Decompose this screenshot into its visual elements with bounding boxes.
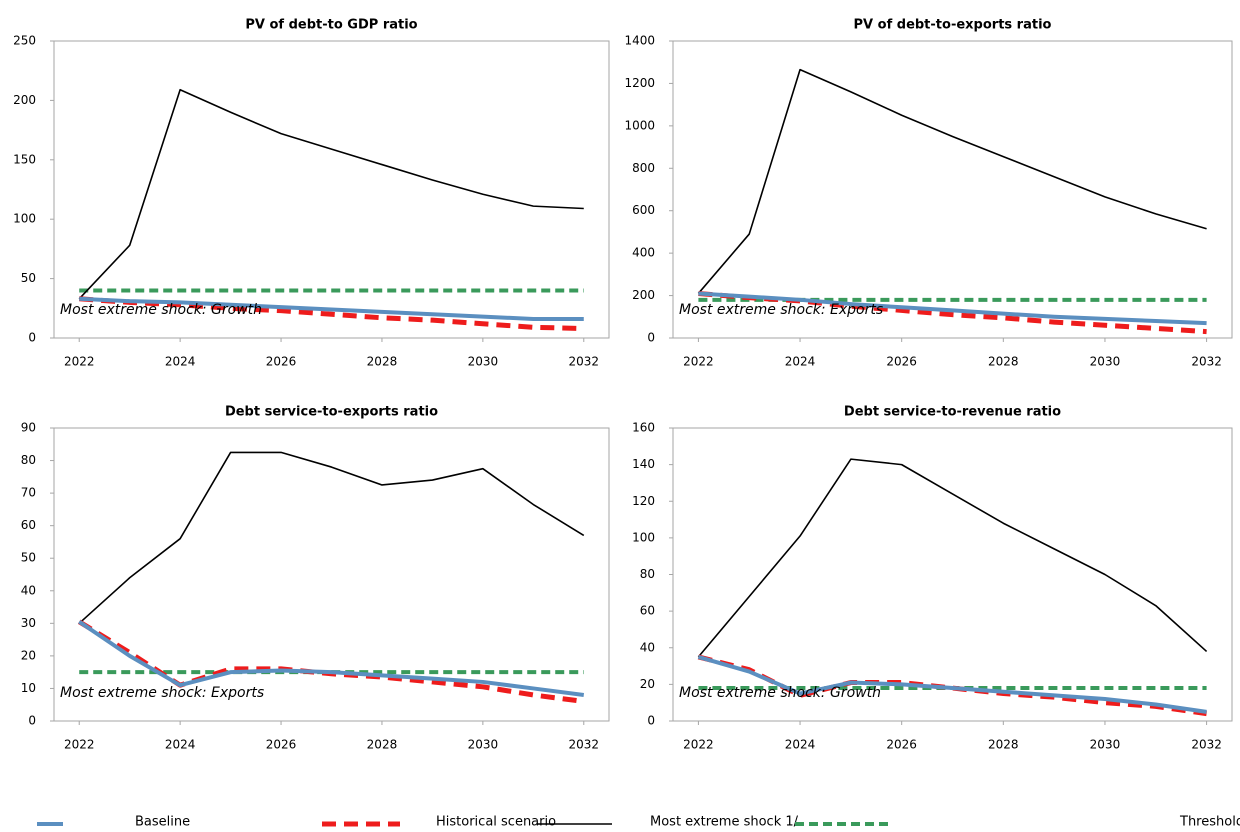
x-tick-label: 2030 (1090, 738, 1121, 752)
series-line (78, 88, 584, 300)
chart-title: Debt service-to-revenue ratio (844, 405, 1061, 420)
legend-label: Most extreme shock 1/ (650, 815, 799, 830)
y-tick-label: 30 (21, 616, 36, 630)
chart-title: Debt service-to-exports ratio (225, 405, 438, 420)
x-tick-label: 2026 (886, 355, 917, 369)
y-tick-label: 0 (647, 331, 655, 345)
y-tick-label: 90 (21, 421, 36, 435)
chart-title: PV of debt-to-exports ratio (854, 18, 1052, 33)
y-tick-label: 200 (13, 93, 36, 107)
series-line (697, 654, 1207, 714)
legend-label: Historical scenario (436, 815, 556, 830)
x-tick-label: 2022 (683, 738, 714, 752)
y-tick-label: 160 (632, 421, 655, 435)
x-tick-label: 2026 (266, 355, 297, 369)
y-tick-label: 140 (632, 457, 655, 471)
y-tick-label: 0 (28, 714, 36, 728)
x-tick-label: 2028 (988, 355, 1019, 369)
y-tick-label: 70 (21, 486, 36, 500)
y-tick-label: 80 (640, 567, 655, 581)
annotation: Most extreme shock: Exports (60, 685, 264, 701)
y-tick-label: 600 (632, 203, 655, 217)
plot-frame (53, 40, 610, 339)
annotation: Most extreme shock: Exports (679, 302, 883, 318)
x-tick-label: 2030 (468, 738, 499, 752)
x-tick-label: 2024 (165, 738, 196, 752)
x-tick-label: 2030 (468, 355, 499, 369)
y-tick-label: 0 (647, 714, 655, 728)
y-tick-label: 100 (632, 530, 655, 544)
series-line (78, 620, 585, 697)
x-tick-label: 2024 (785, 355, 816, 369)
series-line (697, 458, 1208, 658)
y-tick-label: 10 (21, 681, 36, 695)
x-tick-label: 2028 (367, 738, 398, 752)
y-tick-label: 1200 (624, 76, 655, 90)
chart-title: PV of debt-to GDP ratio (245, 18, 417, 33)
y-tick-label: 40 (640, 640, 655, 654)
x-tick-label: 2026 (886, 738, 917, 752)
y-tick-label: 60 (640, 604, 655, 618)
x-tick-label: 2022 (683, 355, 714, 369)
y-tick-label: 60 (21, 518, 36, 532)
plot-frame (672, 427, 1233, 722)
y-tick-label: 50 (21, 271, 36, 285)
y-tick-label: 250 (13, 34, 36, 48)
y-tick-label: 400 (632, 246, 655, 260)
y-tick-label: 20 (21, 648, 36, 662)
x-tick-label: 2028 (988, 738, 1019, 752)
x-tick-label: 2028 (367, 355, 398, 369)
x-tick-label: 2030 (1090, 355, 1121, 369)
y-tick-label: 80 (21, 453, 36, 467)
series-line (79, 296, 584, 331)
series-line (698, 290, 1207, 335)
annotation: Most extreme shock: Growth (679, 685, 881, 701)
y-tick-label: 800 (632, 161, 655, 175)
y-tick-label: 120 (632, 494, 655, 508)
y-tick-label: 1000 (624, 118, 655, 132)
y-tick-label: 0 (28, 331, 36, 345)
x-tick-label: 2032 (1191, 738, 1222, 752)
y-tick-label: 1400 (624, 34, 655, 48)
series-line (79, 296, 584, 321)
legend-label: Baseline (135, 815, 190, 830)
y-tick-label: 200 (632, 288, 655, 302)
x-tick-label: 2024 (165, 355, 196, 369)
x-tick-label: 2026 (266, 738, 297, 752)
y-tick-label: 50 (21, 551, 36, 565)
x-tick-label: 2032 (1191, 355, 1222, 369)
series-line (697, 68, 1207, 294)
y-tick-label: 40 (21, 583, 36, 597)
y-tick-label: 20 (640, 677, 655, 691)
y-tick-label: 150 (13, 152, 36, 166)
x-tick-label: 2022 (64, 738, 95, 752)
x-tick-label: 2032 (568, 738, 599, 752)
series-line (78, 451, 585, 624)
annotation: Most extreme shock: Growth (60, 302, 262, 318)
plot-frame (672, 40, 1233, 339)
x-tick-label: 2032 (568, 355, 599, 369)
y-tick-label: 100 (13, 212, 36, 226)
x-tick-label: 2022 (64, 355, 95, 369)
plot-frame (53, 427, 610, 722)
legend-label: Threshold (1179, 815, 1240, 830)
series-line (698, 291, 1207, 326)
x-tick-label: 2024 (785, 738, 816, 752)
